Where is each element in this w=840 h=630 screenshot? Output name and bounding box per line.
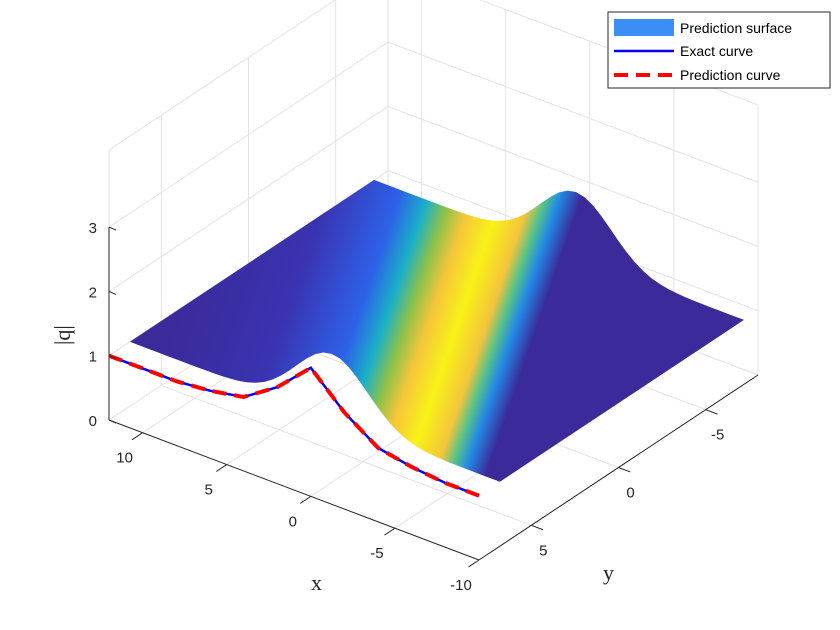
- z-tick-label: 2: [89, 284, 97, 301]
- grid-z-line: [108, 105, 759, 292]
- x-tick-label: 0: [289, 513, 297, 530]
- prediction-surface: [129, 179, 744, 482]
- legend-label-surface: Prediction surface: [680, 20, 792, 36]
- y-axis-label: y: [603, 560, 614, 585]
- z-tick: [108, 226, 117, 231]
- x-tick: [215, 464, 228, 472]
- curve-lines: [108, 353, 480, 498]
- y-tick-label: -5: [711, 427, 724, 444]
- y-tick: [531, 524, 544, 531]
- legend: Prediction surface Exact curve Predictio…: [607, 11, 831, 89]
- x-tick-label: 10: [116, 450, 133, 467]
- y-tick-label: 5: [539, 542, 547, 559]
- z-tick-label: 0: [89, 413, 97, 430]
- x-axis-line: [108, 419, 480, 561]
- z-axis-label: |q|: [50, 325, 75, 345]
- z-tick-label: 1: [89, 349, 97, 366]
- z-tick: [108, 419, 117, 424]
- x-tick-label: -10: [450, 577, 472, 594]
- x-tick: [131, 432, 143, 441]
- x-axis-label: x: [311, 570, 322, 595]
- legend-swatch-surface: [614, 19, 674, 36]
- z-tick: [108, 355, 117, 360]
- z-tick: [108, 290, 117, 295]
- surface-patch: [129, 179, 744, 482]
- y-tick-label: 0: [626, 485, 634, 502]
- z-tick-label: 3: [89, 220, 97, 237]
- x-tick-label: 5: [205, 482, 213, 499]
- y-tick: [618, 467, 631, 473]
- legend-label-exact: Exact curve: [680, 43, 753, 59]
- legend-label-prediction: Prediction curve: [680, 67, 781, 83]
- grid-y-line: [160, 115, 532, 526]
- grid-z-line: [108, 41, 759, 228]
- x-tick-label: -5: [370, 545, 383, 562]
- x-tick: [468, 559, 480, 568]
- x-tick: [384, 527, 396, 536]
- prediction-curve: [108, 353, 480, 498]
- tick-marks: 10 5 0 -5 -10 -5 0 5 0 1 2 3: [89, 220, 725, 594]
- x-tick: [300, 495, 312, 504]
- y-tick: [705, 409, 718, 415]
